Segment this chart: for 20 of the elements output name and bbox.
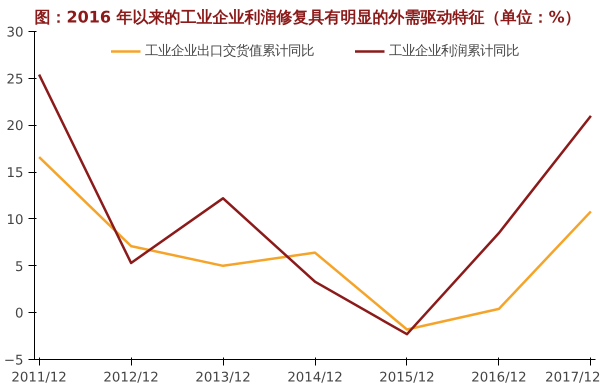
x-tick-label: 2015/12 [379,370,435,386]
y-tick-label: 0 [15,306,24,322]
legend-label: 工业企业出口交货值累计同比 [145,42,314,60]
line-series [38,156,592,331]
y-tick-label: 10 [6,212,24,228]
legend-label: 工业企业利润累计同比 [389,42,519,60]
line-series [38,73,592,336]
x-tick-label: 2011/12 [11,370,67,386]
y-tick-label: 25 [6,72,24,88]
y-tick-label: 5 [15,260,24,275]
chart-title: 图：2016 年以来的工业企业利润修复具有明显的外需驱动特征（单位：%） [34,8,581,26]
x-tick-label: 2012/12 [103,370,159,386]
y-tick-label: 20 [6,119,24,134]
x-tick-label: 2014/12 [287,370,343,386]
x-tick-label: 2017/12 [545,370,600,386]
y-tick-label: −5 [4,354,24,368]
x-tick-label: 2013/12 [195,370,251,386]
y-tick-label: 15 [6,166,24,182]
x-tick-label: 2016/12 [471,370,527,386]
y-tick-label: 30 [6,26,24,40]
